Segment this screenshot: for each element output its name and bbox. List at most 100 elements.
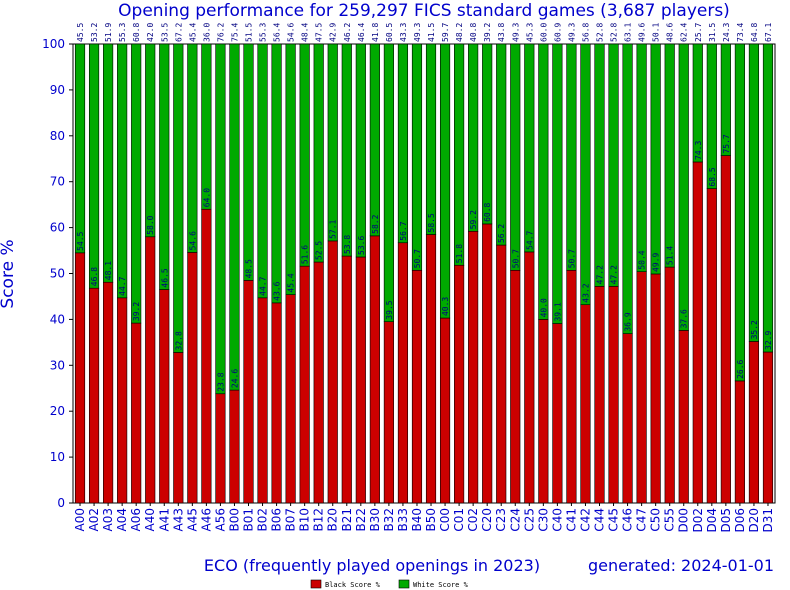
bar-black-B40 <box>411 269 423 504</box>
bar-label-black-B00: 24.6 <box>230 369 239 388</box>
bar-white-C55 <box>664 43 675 268</box>
bar-white-C40 <box>552 43 563 324</box>
bar-label-white-C23: 43.8 <box>497 23 506 42</box>
bar-label-white-B10: 48.4 <box>301 23 310 42</box>
bar-label-white-B12: 47.5 <box>315 23 324 42</box>
bar-label-white-B06: 56.4 <box>273 23 282 42</box>
y-tick-label: 90 <box>50 83 65 97</box>
legend-label-white: White Score % <box>413 581 469 589</box>
bar-black-B30 <box>369 235 380 504</box>
bar-label-black-C25: 54.7 <box>525 230 534 249</box>
bar-black-C20 <box>482 223 493 504</box>
x-tick-label-C23: C23 <box>494 508 508 532</box>
bar-white-B02 <box>257 43 268 299</box>
bar-label-black-A02: 46.8 <box>90 267 99 286</box>
bar-white-C01 <box>454 43 465 266</box>
x-tick-label-A43: A43 <box>171 508 185 531</box>
bar-label-black-C24: 50.7 <box>511 249 520 268</box>
bar-label-white-C40: 60.9 <box>553 23 562 42</box>
bar-label-black-B32: 39.5 <box>385 300 394 319</box>
bar-white-B06 <box>271 43 282 304</box>
bar-label-black-B12: 52.5 <box>315 241 324 260</box>
bar-black-B22 <box>355 256 366 504</box>
bar-white-D00 <box>678 43 689 331</box>
bar-label-black-C23: 56.2 <box>497 224 506 243</box>
bar-label-black-C41: 50.7 <box>567 249 576 268</box>
bar-black-B01 <box>243 280 254 504</box>
x-tick-label-C46: C46 <box>621 508 635 532</box>
x-tick-label-C40: C40 <box>550 508 564 532</box>
x-tick-label-C47: C47 <box>635 508 649 532</box>
bar-label-white-A03: 51.9 <box>104 23 113 42</box>
x-tick-label-B30: B30 <box>368 508 382 532</box>
bar-black-B12 <box>313 261 324 504</box>
bar-white-D02 <box>692 43 703 163</box>
bar-label-black-D02: 74.3 <box>694 141 703 160</box>
bar-label-black-B01: 48.5 <box>245 259 254 278</box>
bar-white-A45 <box>187 43 198 253</box>
bar-label-black-C50: 49.9 <box>652 253 661 272</box>
bar-label-white-C45: 52.8 <box>610 23 619 42</box>
bar-black-A46 <box>201 208 212 504</box>
bar-label-black-A04: 44.7 <box>118 276 127 295</box>
x-tick-label-A03: A03 <box>101 508 115 531</box>
x-tick-label-A46: A46 <box>199 508 213 531</box>
x-tick-label-D06: D06 <box>733 508 747 533</box>
bar-label-black-A41: 46.5 <box>160 268 169 287</box>
bar-white-B21 <box>341 43 352 257</box>
x-tick-label-C44: C44 <box>593 508 607 532</box>
bar-label-black-C47: 50.4 <box>638 250 647 269</box>
bar-label-white-C20: 39.2 <box>483 23 492 42</box>
bar-white-A04 <box>117 43 128 299</box>
x-tick-label-B22: B22 <box>354 508 368 532</box>
bar-white-D20 <box>748 43 760 342</box>
y-tick-label: 20 <box>50 404 65 418</box>
bar-black-C24 <box>510 269 521 504</box>
x-tick-label-A40: A40 <box>143 508 157 531</box>
bar-label-black-A00: 54.5 <box>76 231 85 250</box>
bar-label-black-D31: 32.9 <box>764 331 773 350</box>
bar-black-B00 <box>229 389 240 504</box>
bar-label-white-A06: 60.8 <box>132 23 141 42</box>
bar-white-B33 <box>397 43 409 244</box>
bar-label-black-B30: 58.2 <box>371 214 380 233</box>
bar-label-white-A02: 53.2 <box>90 23 99 42</box>
bar-label-white-C46: 63.1 <box>624 23 633 42</box>
x-tick-label-B50: B50 <box>424 508 438 532</box>
x-tick-label-D20: D20 <box>747 508 761 533</box>
bar-white-C24 <box>510 43 521 271</box>
bar-black-D02 <box>692 161 703 504</box>
bar-label-black-C45: 47.2 <box>610 265 619 284</box>
bar-label-white-D05: 24.3 <box>722 23 731 42</box>
y-tick-label: 50 <box>50 267 65 281</box>
x-tick-label-C30: C30 <box>536 508 550 532</box>
bar-black-B21 <box>341 255 352 504</box>
bar-black-D31 <box>762 351 774 504</box>
bar-black-B07 <box>285 294 296 504</box>
x-tick-label-D05: D05 <box>719 508 733 533</box>
bar-black-B06 <box>271 302 282 504</box>
generated-date: generated: 2024-01-01 <box>588 556 774 575</box>
bar-label-white-B01: 51.5 <box>245 23 254 42</box>
legend: Black Score % White Score % <box>310 579 469 589</box>
x-tick-label-C24: C24 <box>508 508 522 532</box>
bar-label-black-D06: 26.6 <box>736 359 745 378</box>
bar-label-white-D06: 73.4 <box>736 23 745 42</box>
legend-swatch-white <box>398 579 410 589</box>
bar-black-A02 <box>88 287 100 504</box>
x-tick-label-C45: C45 <box>607 508 621 532</box>
bar-label-white-C41: 49.3 <box>567 23 576 42</box>
bar-label-black-C42: 43.2 <box>581 283 590 302</box>
x-tick-label-B21: B21 <box>340 508 354 532</box>
bar-white-B01 <box>243 43 254 281</box>
bar-label-white-B50: 41.5 <box>427 23 436 42</box>
bar-label-black-A40: 58.0 <box>146 215 155 234</box>
x-tick-label-B10: B10 <box>298 508 312 532</box>
bar-white-C44 <box>594 43 605 287</box>
bar-black-B02 <box>257 297 268 504</box>
bar-white-D04 <box>706 43 717 189</box>
bar-label-black-A06: 39.2 <box>132 302 141 321</box>
bar-label-black-B33: 56.7 <box>399 221 408 240</box>
bar-label-black-A03: 48.1 <box>104 261 113 280</box>
